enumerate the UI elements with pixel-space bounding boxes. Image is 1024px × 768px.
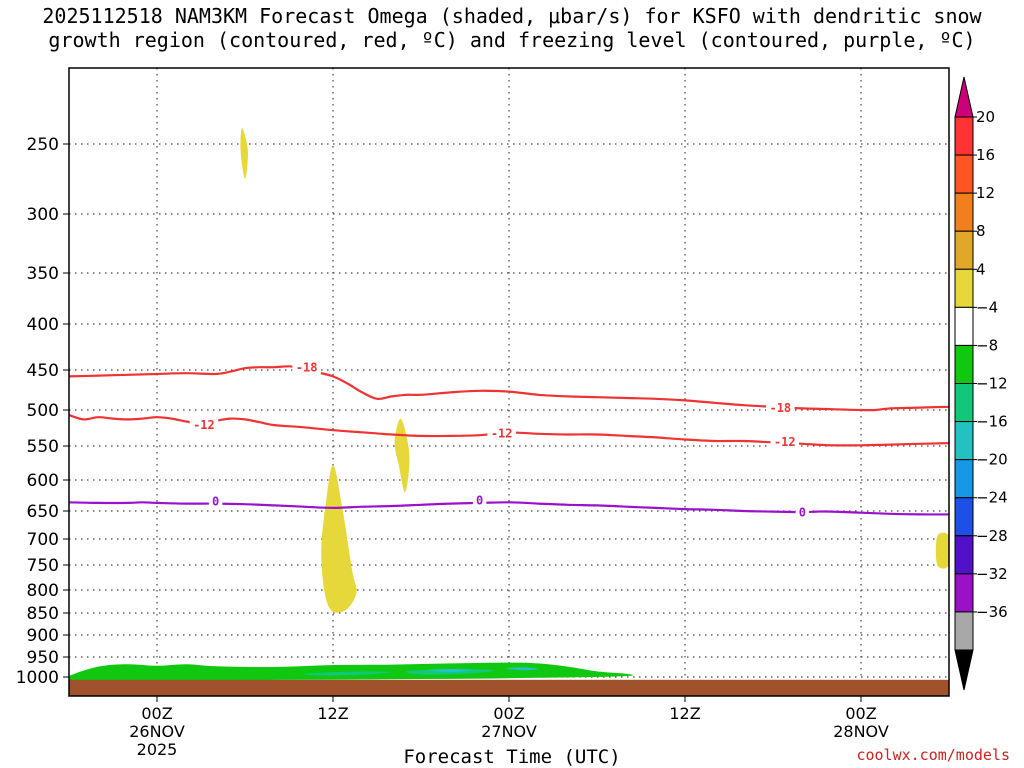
colorbar-label: −4 [976,298,998,316]
x-tick-label: 00Z [141,704,172,723]
ground-surface [69,679,949,696]
y-tick-label-450: 450 [27,361,59,381]
colorbar-label: −8 [976,336,998,354]
omega-region-3 [394,418,410,493]
contour-line-0 [69,501,949,516]
colorbar-label: −12 [976,375,1008,393]
colorbar-segment-2 [954,154,974,194]
contour-label--18: -18 [296,361,318,375]
colorbar: 20 16 12 8 4 −4 −8 −12 −16 −20 −24 −28 −32 −36 [954,76,1008,691]
colorbar-segment-3 [954,192,974,232]
colorbar-segment-9 [954,421,974,461]
colorbar-label: 8 [976,222,986,240]
contour-label-bg [208,493,223,509]
y-tick-label-600: 600 [27,471,59,491]
omega-region-6 [303,671,392,676]
contour-line--12 [69,413,949,447]
source-credit: coolwx.com/models [856,746,1010,764]
y-tick-label-550: 550 [27,437,59,457]
colorbar-segment-13 [954,573,974,613]
colorbar-label: −16 [976,413,1008,431]
omega-shading [69,128,949,683]
y-tick-label-1000: 1000 [16,668,59,688]
colorbar-bottom-arrow [954,649,974,691]
colorbar-segment-12 [954,535,974,575]
x-tick-label: 00Z [845,704,876,723]
colorbar-segment-7 [954,344,974,384]
y-tick-label-850: 850 [27,604,59,624]
colorbar-label: −28 [976,527,1008,545]
contour-line--18 [69,365,949,412]
contour-label-bg [292,359,321,375]
x-tick-label: 12Z [317,704,348,723]
colorbar-segment-10 [954,459,974,499]
y-tick-label-350: 350 [27,264,59,284]
y-tick-label-500: 500 [27,401,59,421]
omega-region-4 [935,532,949,569]
omega-region-8 [428,669,473,673]
contour-label-bg [766,399,795,415]
x-tick-label: 27NOV [481,722,537,741]
colorbar-segment-8 [954,383,974,423]
omega-region-9 [506,667,539,671]
y-tick-label-250: 250 [27,135,59,155]
colorbar-segment-11 [954,497,974,537]
omega-region-2 [321,465,357,613]
contour-label-bg [189,416,219,432]
y-axis: 2503003504004505005506006507007508008509… [16,135,69,688]
colorbar-label: 12 [976,184,995,202]
colorbar-label: −20 [976,451,1008,469]
x-tick-label: 12Z [669,704,700,723]
x-tick-label: 26NOV [129,722,185,741]
colorbar-top-arrow [954,76,974,118]
omega-region-1 [240,128,248,179]
colorbar-label: −36 [976,603,1008,621]
contour-label--12: -12 [193,418,215,432]
y-tick-label-900: 900 [27,626,59,646]
contour-layer: -18 -18 -12 -12 -12 0 0 0 [69,359,949,520]
colorbar-segment-1 [954,116,974,156]
colorbar-segment-4 [954,230,974,270]
gridlines [69,68,949,696]
contour-label-bg [487,425,516,441]
colorbar-label: 4 [976,260,986,278]
y-tick-label-700: 700 [27,530,59,550]
contour-label-0: 0 [799,506,806,520]
plot-frame [68,67,950,697]
chart-title: 2025112518 NAM3KM Forecast Omega (shaded… [0,4,1024,52]
chart-title-line-2: growth region (contoured, red, ºC) and f… [48,28,976,52]
contour-label-bg [795,504,810,520]
y-tick-label-400: 400 [27,315,59,335]
chart-title-line-1: 2025112518 NAM3KM Forecast Omega (shaded… [42,4,982,28]
contour-label--12: -12 [774,435,796,449]
colorbar-label: −24 [976,489,1008,507]
y-tick-label-650: 650 [27,502,59,522]
colorbar-label: 20 [976,108,995,126]
contour-label--12: -12 [491,427,513,441]
x-tick-label: 28NOV [833,722,889,741]
y-tick-label-300: 300 [27,205,59,225]
contour-label-0: 0 [212,495,219,509]
y-tick-label-950: 950 [27,648,59,668]
contour-label-bg [770,433,799,449]
y-tick-label-800: 800 [27,581,59,601]
x-tick-label: 00Z [493,704,524,723]
y-tick-label-750: 750 [27,556,59,576]
colorbar-segment-14 [954,611,974,651]
colorbar-label: 16 [976,146,995,164]
contour-label-0: 0 [476,493,483,507]
ground-layer [69,679,949,696]
contour-label--18: -18 [769,401,791,415]
x-tick-label: 2025 [137,740,178,759]
contour-label-bg [472,491,487,507]
colorbar-label: −32 [976,565,1008,583]
colorbar-segment-6 [954,306,974,346]
x-axis-label: Forecast Time (UTC) [403,746,621,768]
colorbar-segment-5 [954,268,974,308]
